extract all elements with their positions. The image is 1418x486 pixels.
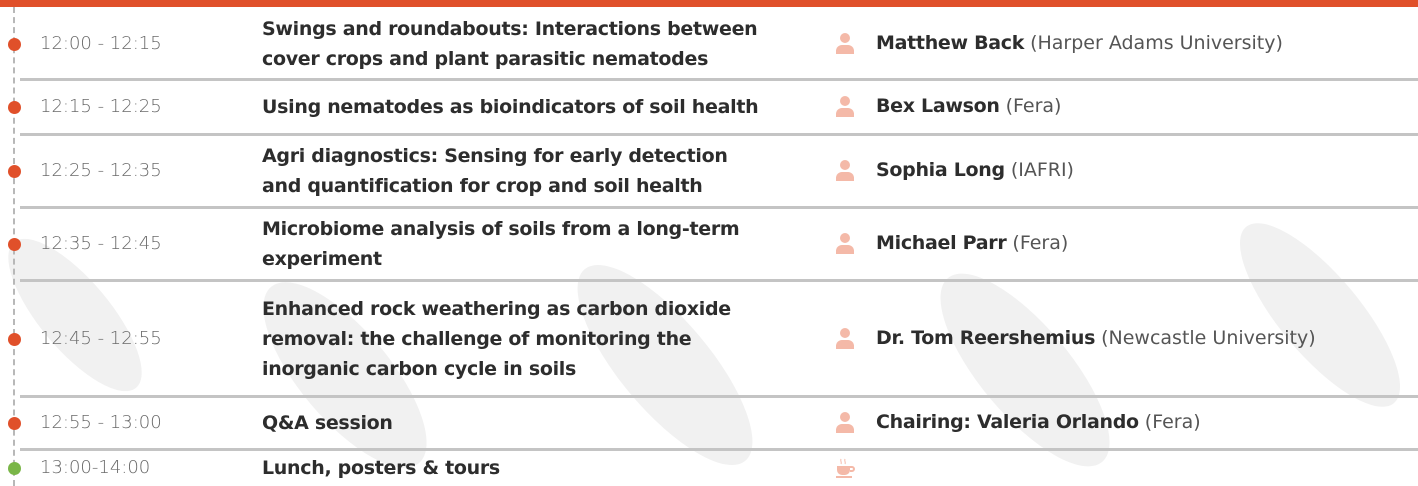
person-icon [834, 159, 856, 181]
session-time: 12:55 - 13:00 [40, 412, 162, 433]
schedule-row: 12:45 - 12:55 Enhanced rock weathering as… [0, 281, 1418, 396]
person-icon [834, 95, 856, 117]
timeline-dot [8, 101, 21, 114]
session-time: 12:00 - 12:15 [40, 33, 162, 54]
schedule-row: 13:00-14:00 Lunch, posters & tours [0, 450, 1418, 486]
title-line: Microbiome analysis of soils from a long… [262, 214, 739, 244]
timeline-dot [8, 38, 21, 51]
speaker-name: Sophia Long [876, 159, 1005, 181]
speaker-affiliation: (Newcastle University) [1101, 327, 1316, 349]
session-title: Swings and roundabouts: Interactions bet… [262, 14, 757, 74]
top-bar [0, 0, 1418, 7]
session-title: Microbiome analysis of soils from a long… [262, 214, 739, 274]
speaker: Michael Parr (Fera) [876, 232, 1068, 254]
speaker-name: Michael Parr [876, 232, 1006, 254]
session-time: 12:35 - 12:45 [40, 233, 162, 254]
session-time: 12:15 - 12:25 [40, 96, 162, 117]
title-line: cover crops and plant parasitic nematode… [262, 44, 757, 74]
title-line: Swings and roundabouts: Interactions bet… [262, 14, 757, 44]
session-title: Agri diagnostics: Sensing for early dete… [262, 141, 728, 201]
session-title: Enhanced rock weathering as carbon dioxi… [262, 294, 731, 384]
timeline-dot [8, 333, 21, 346]
person-icon [834, 32, 856, 54]
speaker-affiliation: (Fera) [1006, 95, 1062, 117]
session-time: 13:00-14:00 [40, 457, 150, 478]
timeline-dot [8, 165, 21, 178]
speaker: Matthew Back (Harper Adams University) [876, 32, 1283, 54]
speaker-affiliation: (IAFRI) [1011, 159, 1074, 181]
schedule-row: 12:35 - 12:45 Microbiome analysis of soil… [0, 208, 1418, 280]
title-line: and quantification for crop and soil hea… [262, 171, 728, 201]
session-time: 12:45 - 12:55 [40, 328, 162, 349]
timeline-dot [8, 462, 21, 475]
speaker-name: Dr. Tom Reershemius [876, 327, 1095, 349]
schedule-row: 12:00 - 12:15 Swings and roundabouts: Int… [0, 8, 1418, 79]
session-title: Q&A session [262, 408, 393, 438]
speaker: Bex Lawson (Fera) [876, 95, 1061, 117]
speaker-name: Bex Lawson [876, 95, 1000, 117]
session-title: Lunch, posters & tours [262, 453, 500, 483]
session-time: 12:25 - 12:35 [40, 160, 162, 181]
schedule-row: 12:55 - 13:00 Q&A session Chairing: Valeri… [0, 397, 1418, 449]
title-line: Using nematodes as bioindicators of soil… [262, 92, 758, 122]
session-title: Using nematodes as bioindicators of soil… [262, 92, 758, 122]
speaker: Chairing: Valeria Orlando (Fera) [876, 411, 1201, 433]
timeline-dot [8, 417, 21, 430]
schedule-row: 12:25 - 12:35 Agri diagnostics: Sensing f… [0, 135, 1418, 207]
title-line: removal: the challenge of monitoring the [262, 324, 731, 354]
person-icon [834, 232, 856, 254]
title-line: Agri diagnostics: Sensing for early dete… [262, 141, 728, 171]
speaker-affiliation: (Harper Adams University) [1030, 32, 1283, 54]
title-line: Lunch, posters & tours [262, 453, 500, 483]
person-icon [834, 327, 856, 349]
timeline-dot [8, 238, 21, 251]
title-line: Q&A session [262, 408, 393, 438]
coffee-icon [834, 456, 856, 478]
speaker-affiliation: (Fera) [1012, 232, 1068, 254]
schedule-row: 12:15 - 12:25 Using nematodes as bioindic… [0, 80, 1418, 134]
speaker: Sophia Long (IAFRI) [876, 159, 1074, 181]
speaker-name: Matthew Back [876, 32, 1024, 54]
speaker-name: Chairing: Valeria Orlando [876, 411, 1139, 433]
schedule-page: 12:00 - 12:15 Swings and roundabouts: Int… [0, 0, 1418, 486]
title-line: Enhanced rock weathering as carbon dioxi… [262, 294, 731, 324]
speaker: Dr. Tom Reershemius (Newcastle University… [876, 327, 1316, 349]
person-icon [834, 411, 856, 433]
title-line: experiment [262, 244, 739, 274]
speaker-affiliation: (Fera) [1145, 411, 1201, 433]
title-line: inorganic carbon cycle in soils [262, 354, 731, 384]
